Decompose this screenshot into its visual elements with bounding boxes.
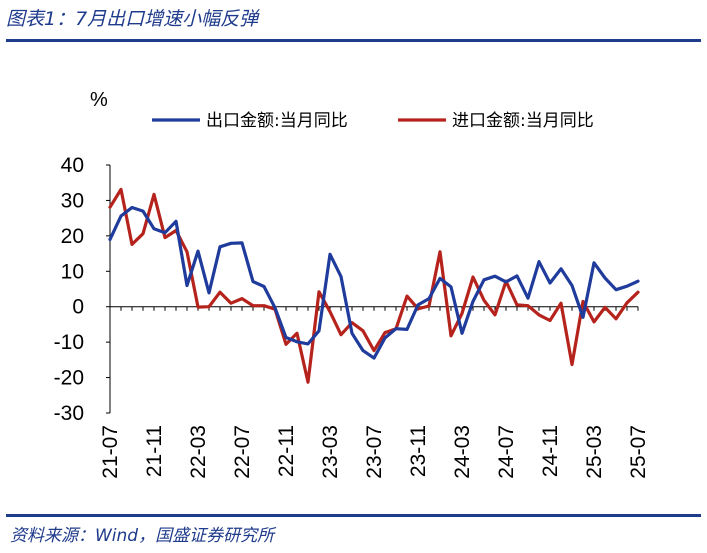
y-tick-label: 10 (61, 260, 84, 283)
y-tick-label: -10 (54, 331, 84, 354)
legend-label-2: 进口金额:当月同比 (452, 111, 594, 131)
x-tick-label: 22-07 (231, 425, 254, 479)
y-tick-label: -20 (54, 367, 84, 390)
x-tick-label: 23-07 (363, 425, 386, 479)
source-note: 资料来源：Wind，国盛证券研究所 (10, 526, 275, 546)
x-tick-label: 25-03 (583, 425, 606, 479)
series-line-2 (108, 187, 640, 384)
x-tick-label: 21-07 (99, 425, 122, 479)
x-tick-label: 24-11 (539, 425, 562, 477)
chart-ticks: 40 30 20 10 0 -10 -20 -30 21-07 21-11 22-03 22-07 22… (54, 154, 650, 479)
chart-series (108, 187, 640, 384)
legend-label-1: 出口金额:当月同比 (206, 111, 348, 131)
x-tick-label: 22-03 (187, 425, 210, 479)
figure-title: 图表1：7月出口增速小幅反弹 (6, 8, 259, 30)
title-rule (6, 39, 701, 42)
source-rule (6, 514, 701, 517)
y-tick-label: 30 (61, 189, 84, 212)
x-tick-label: 24-07 (495, 425, 518, 479)
y-tick-label: 0 (72, 296, 84, 319)
x-tick-label: 22-11 (275, 425, 298, 477)
y-unit-label: % (90, 89, 108, 111)
y-tick-label: 40 (61, 154, 84, 177)
x-tick-label: 24-03 (451, 425, 474, 479)
series-line-1 (108, 205, 640, 360)
x-tick-label: 23-03 (319, 425, 342, 479)
chart-legend: 出口金额:当月同比 进口金额:当月同比 (152, 111, 594, 131)
chart-axes (109, 165, 638, 413)
y-tick-label: 20 (61, 225, 84, 248)
x-tick-label: 25-07 (627, 425, 650, 479)
x-tick-label: 21-11 (143, 425, 166, 477)
y-tick-label: -30 (54, 402, 84, 425)
x-tick-label: 23-11 (407, 425, 430, 477)
